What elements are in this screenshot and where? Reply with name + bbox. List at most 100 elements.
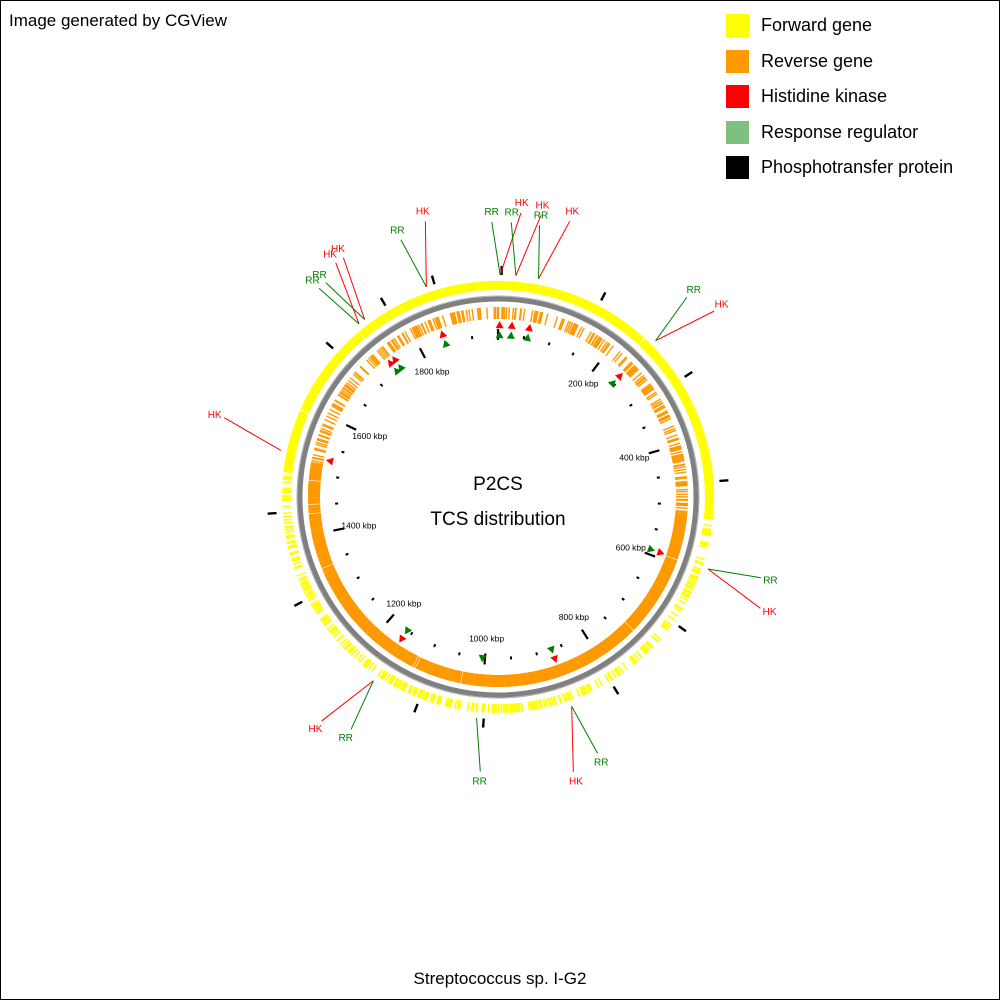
reverse-gene-mark xyxy=(317,437,329,443)
hk-label: HK xyxy=(331,244,345,255)
forward-gene-mark xyxy=(400,681,407,691)
reverse-gene-mark xyxy=(428,662,435,675)
hk-label: HK xyxy=(763,607,777,618)
reverse-gene-mark xyxy=(675,504,688,507)
reverse-gene-mark xyxy=(322,423,334,430)
reverse-gene-mark xyxy=(342,386,353,395)
reverse-gene-mark xyxy=(438,666,444,678)
reverse-gene-mark xyxy=(359,619,370,629)
forward-gene-mark xyxy=(614,667,621,676)
reverse-gene-mark xyxy=(324,418,336,426)
forward-gene-mark xyxy=(695,431,705,436)
forward-gene-mark xyxy=(306,591,315,598)
forward-gene-mark xyxy=(345,343,353,351)
forward-gene-mark xyxy=(377,668,384,677)
forward-gene-mark xyxy=(677,598,687,605)
minor-tick xyxy=(356,576,360,580)
legend-swatch-phosphotransfer-protein xyxy=(726,156,749,180)
hk-callout-line xyxy=(335,262,360,325)
rr-label: RR xyxy=(472,776,486,787)
forward-gene-mark xyxy=(300,581,310,587)
forward-gene-mark xyxy=(699,544,709,549)
forward-gene-mark xyxy=(562,291,567,301)
rr-label: RR xyxy=(484,207,498,218)
forward-gene-mark xyxy=(699,542,709,547)
reverse-gene-mark xyxy=(570,323,577,335)
reverse-gene-mark xyxy=(328,576,340,584)
reverse-gene-mark xyxy=(625,620,635,631)
forward-gene-mark xyxy=(686,581,696,587)
reverse-gene-mark xyxy=(533,310,537,323)
reverse-gene-mark xyxy=(673,527,686,532)
forward-gene-mark xyxy=(569,690,574,700)
reverse-gene-mark xyxy=(539,312,544,325)
reverse-gene-mark xyxy=(458,310,462,323)
forward-gene-mark xyxy=(292,560,302,566)
rr-callout-line xyxy=(350,680,374,730)
forward-gene-mark xyxy=(637,337,645,345)
forward-gene-mark xyxy=(310,599,320,606)
legend-swatch-histidine-kinase xyxy=(726,85,749,109)
rr-label: RR xyxy=(505,207,519,218)
reverse-gene-mark xyxy=(654,581,666,588)
forward-gene-mark xyxy=(686,580,696,586)
hk-marker xyxy=(392,356,400,365)
forward-gene-mark xyxy=(597,677,604,687)
forward-gene-mark xyxy=(584,684,590,694)
forward-gene-mark xyxy=(556,289,561,299)
legend-label-forward-gene: Forward gene xyxy=(761,15,873,36)
forward-gene-mark xyxy=(703,523,713,527)
forward-gene-mark xyxy=(658,360,667,368)
forward-gene-mark xyxy=(284,530,294,534)
forward-gene-mark xyxy=(444,697,449,707)
reverse-gene-mark xyxy=(572,324,579,336)
reverse-gene-mark xyxy=(308,510,321,513)
legend-label-histidine-kinase: Histidine kinase xyxy=(761,86,888,107)
reverse-gene-mark xyxy=(332,583,344,591)
forward-gene-mark xyxy=(699,541,710,545)
reverse-gene-mark xyxy=(393,645,402,657)
reverse-gene-mark xyxy=(388,341,397,352)
forward-gene-mark xyxy=(673,382,682,389)
reverse-gene-mark xyxy=(597,339,606,351)
forward-gene-mark xyxy=(593,305,600,315)
reverse-gene-mark xyxy=(404,331,412,343)
reverse-gene-mark xyxy=(471,308,475,321)
tick-label: 800 kbp xyxy=(559,612,590,622)
reverse-gene-mark xyxy=(640,383,651,392)
phosphotransfer-mark xyxy=(267,511,277,515)
forward-gene-mark xyxy=(290,434,301,439)
minor-tick xyxy=(636,576,640,580)
forward-gene-mark xyxy=(326,622,335,630)
reverse-gene-mark xyxy=(411,327,419,339)
gene-tracks xyxy=(281,280,715,714)
rr-label: RR xyxy=(594,758,608,769)
phosphotransfer-mark xyxy=(293,600,303,608)
rr-label: RR xyxy=(763,576,777,587)
reverse-gene-mark xyxy=(450,312,455,325)
major-tick xyxy=(385,613,395,624)
reverse-gene-mark xyxy=(670,538,683,543)
reverse-gene-mark xyxy=(607,636,617,647)
minor-tick xyxy=(363,403,367,407)
reverse-gene-mark xyxy=(659,416,671,423)
reverse-gene-mark xyxy=(320,427,333,434)
reverse-gene-mark xyxy=(672,457,685,462)
rr-callout-line xyxy=(510,222,517,276)
reverse-gene-mark xyxy=(308,504,321,507)
reverse-gene-mark xyxy=(605,345,614,356)
forward-gene-mark xyxy=(663,366,672,374)
forward-gene-mark xyxy=(641,644,650,653)
forward-gene-mark xyxy=(547,697,552,707)
forward-gene-mark xyxy=(472,702,475,712)
reverse-gene-mark xyxy=(544,313,549,326)
forward-gene-mark xyxy=(650,635,659,643)
reverse-gene-mark xyxy=(365,624,375,635)
rr-marker xyxy=(394,367,402,376)
forward-gene-mark xyxy=(296,417,306,423)
hk-marker xyxy=(524,323,533,332)
reverse-gene-mark xyxy=(675,506,688,510)
forward-gene-mark xyxy=(287,543,297,548)
forward-gene-mark xyxy=(638,338,647,347)
